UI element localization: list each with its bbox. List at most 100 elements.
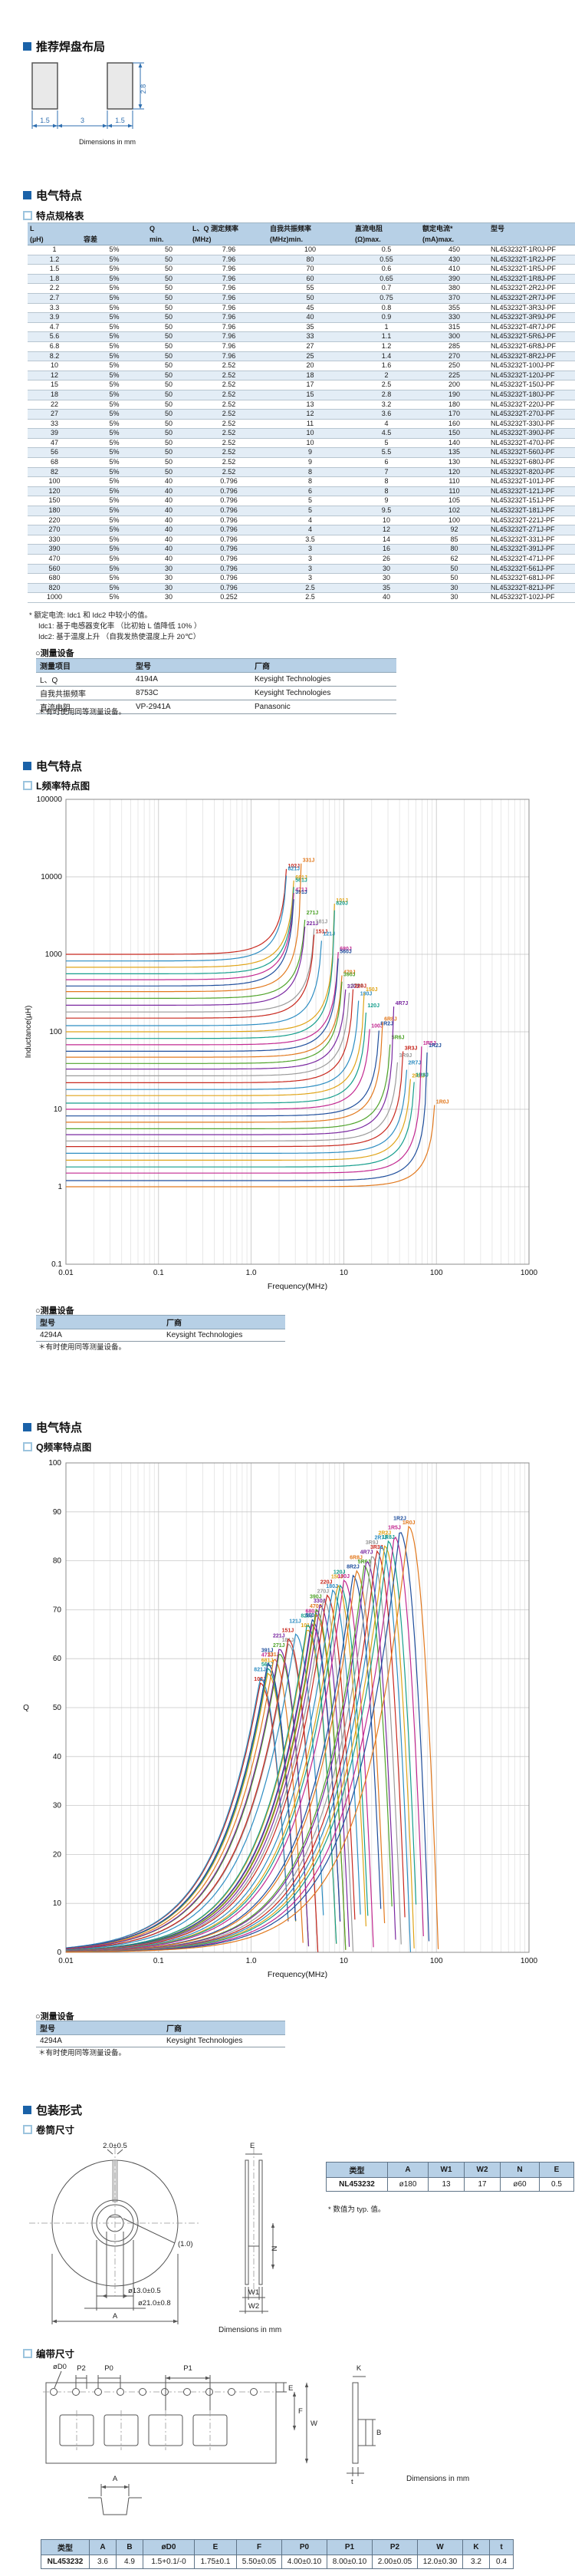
cell: 560 bbox=[28, 564, 81, 575]
section-square-icon bbox=[23, 762, 31, 770]
column-header: 类型 bbox=[41, 2539, 90, 2555]
cell: 0.5 bbox=[353, 245, 420, 255]
cell: 27 bbox=[268, 341, 353, 352]
cell: 1.6 bbox=[353, 361, 420, 371]
reel-w1-dim: W1 bbox=[248, 2288, 259, 2297]
tape-drawing: øD0 P2 P0 P1 E F W K B t A Dimensions in… bbox=[43, 2363, 469, 2515]
cell: 40 bbox=[147, 496, 190, 507]
cell: NL453232T-181J-PF bbox=[488, 506, 575, 516]
curve-label-1R5J: 1R5J bbox=[388, 1526, 401, 1531]
cell: 9 bbox=[268, 457, 353, 468]
pad-left bbox=[31, 62, 58, 110]
cell: 35 bbox=[268, 322, 353, 333]
cell: 100 bbox=[268, 245, 353, 255]
cell: 0.796 bbox=[190, 544, 268, 555]
cell: 50 bbox=[147, 380, 190, 390]
curve-561J bbox=[66, 887, 294, 974]
curve-1R0J bbox=[66, 1525, 439, 1953]
column-header: W2 bbox=[464, 2162, 501, 2178]
curve-label-2R7J: 2R7J bbox=[409, 1061, 422, 1066]
cell: 130 bbox=[420, 457, 488, 468]
cell: 355 bbox=[420, 303, 488, 314]
column-header: P0 bbox=[281, 2539, 327, 2555]
cell: 50 bbox=[147, 428, 190, 439]
cell: 5% bbox=[81, 341, 147, 352]
cell: 9.5 bbox=[353, 506, 420, 516]
column-header: 型号 bbox=[36, 1315, 163, 1329]
table-row: 直流电阻 VP-2941A Panasonic bbox=[36, 700, 396, 714]
tick-label: 10 bbox=[54, 1105, 63, 1114]
cell: 5% bbox=[81, 390, 147, 400]
column-header: 型号 bbox=[132, 658, 251, 673]
curve-3R9J bbox=[66, 1062, 399, 1141]
cell: NL453232T-271J-PF bbox=[488, 525, 575, 535]
table-row: 5.6 5% 50 7.96 33 1.1 300 NL453232T-5R6J-PF bbox=[28, 331, 575, 342]
cell: 0.796 bbox=[190, 506, 268, 516]
reel-sub-title: 卷筒尺寸 bbox=[23, 2122, 74, 2136]
cell: 150 bbox=[420, 428, 488, 439]
curve-102J bbox=[66, 868, 288, 955]
column-header: t bbox=[489, 2539, 514, 2555]
curve-820J bbox=[65, 1625, 337, 1951]
column-header: K bbox=[462, 2539, 490, 2555]
cell: 180 bbox=[28, 506, 81, 516]
curve-4R7J bbox=[66, 1006, 395, 1135]
cell: 85 bbox=[420, 535, 488, 545]
table-row: NL453232 ø180 13 17 ø60 0.5 bbox=[326, 2177, 574, 2192]
column-header: P2 bbox=[372, 2539, 418, 2555]
column-header: 测量项目 bbox=[36, 658, 132, 673]
cell: 190 bbox=[420, 390, 488, 400]
cell: 3 bbox=[268, 544, 353, 555]
curve-391J bbox=[65, 1662, 297, 1949]
cell: 50 bbox=[147, 274, 190, 285]
cell: 50 bbox=[147, 419, 190, 430]
table-row: 15 5% 50 2.52 17 2.5 200 NL453232T-150J-PF bbox=[28, 380, 575, 390]
table-row: 680 5% 30 0.796 3 30 50 NL453232T-681J-PF bbox=[28, 573, 575, 584]
cell: 105 bbox=[420, 496, 488, 507]
land-pattern-diagram: 2.8 1.5 3 1.5 bbox=[31, 62, 147, 129]
tick-label: 1.0 bbox=[246, 1269, 257, 1277]
cell: NL453232T-561J-PF bbox=[488, 564, 575, 575]
meas2b-title: ○测量设备 bbox=[35, 2012, 74, 2021]
tick-label: 10 bbox=[340, 1269, 349, 1277]
tick-label: 100 bbox=[48, 1459, 61, 1468]
cell: 5% bbox=[81, 312, 147, 323]
cell: 68 bbox=[28, 457, 81, 468]
tick-label: 1000 bbox=[521, 1957, 538, 1965]
tick-label: 100 bbox=[49, 1028, 62, 1036]
cell: 80 bbox=[420, 544, 488, 555]
cell: NL453232T-680J-PF bbox=[488, 457, 575, 468]
cell: 10 bbox=[268, 438, 353, 449]
sprocket-hole bbox=[161, 2388, 169, 2396]
cell: NL453232T-820J-PF bbox=[488, 467, 575, 478]
cell: 0.252 bbox=[190, 592, 268, 603]
cell: 50 bbox=[147, 409, 190, 420]
curve-label-220J: 220J bbox=[355, 984, 367, 990]
cell: NL453232T-331J-PF bbox=[488, 535, 575, 545]
cell: 820 bbox=[28, 583, 81, 594]
curve-470J bbox=[66, 975, 343, 1058]
cell: 30 bbox=[147, 592, 190, 603]
curve-label-560J: 560J bbox=[306, 1613, 318, 1619]
cell: 5% bbox=[81, 361, 147, 371]
cell: 2.8 bbox=[353, 390, 420, 400]
reel-e-dim: E bbox=[250, 2142, 255, 2150]
cell: 3.2 bbox=[353, 400, 420, 410]
curve-2R2J bbox=[66, 1079, 411, 1161]
cell: NL453232T-3R9J-PF bbox=[488, 312, 575, 323]
cell: 40 bbox=[268, 312, 353, 323]
cell: 2.52 bbox=[190, 457, 268, 468]
cell: 6.8 bbox=[28, 341, 81, 352]
reel-hub-key-dim: (1.0) bbox=[178, 2240, 193, 2248]
tick-label: 100 bbox=[430, 1957, 443, 1965]
cell: 102 bbox=[420, 506, 488, 516]
curve-label-221J: 221J bbox=[307, 921, 319, 927]
pad-width-left-dim: 1.5 bbox=[40, 117, 50, 124]
curve-label-331J: 331J bbox=[268, 1652, 280, 1658]
cell: 45 bbox=[268, 303, 353, 314]
cell: 50 bbox=[420, 573, 488, 584]
curve-101J bbox=[66, 903, 335, 1033]
cell: 5% bbox=[81, 428, 147, 439]
curve-label-8R2J: 8R2J bbox=[347, 1565, 360, 1570]
